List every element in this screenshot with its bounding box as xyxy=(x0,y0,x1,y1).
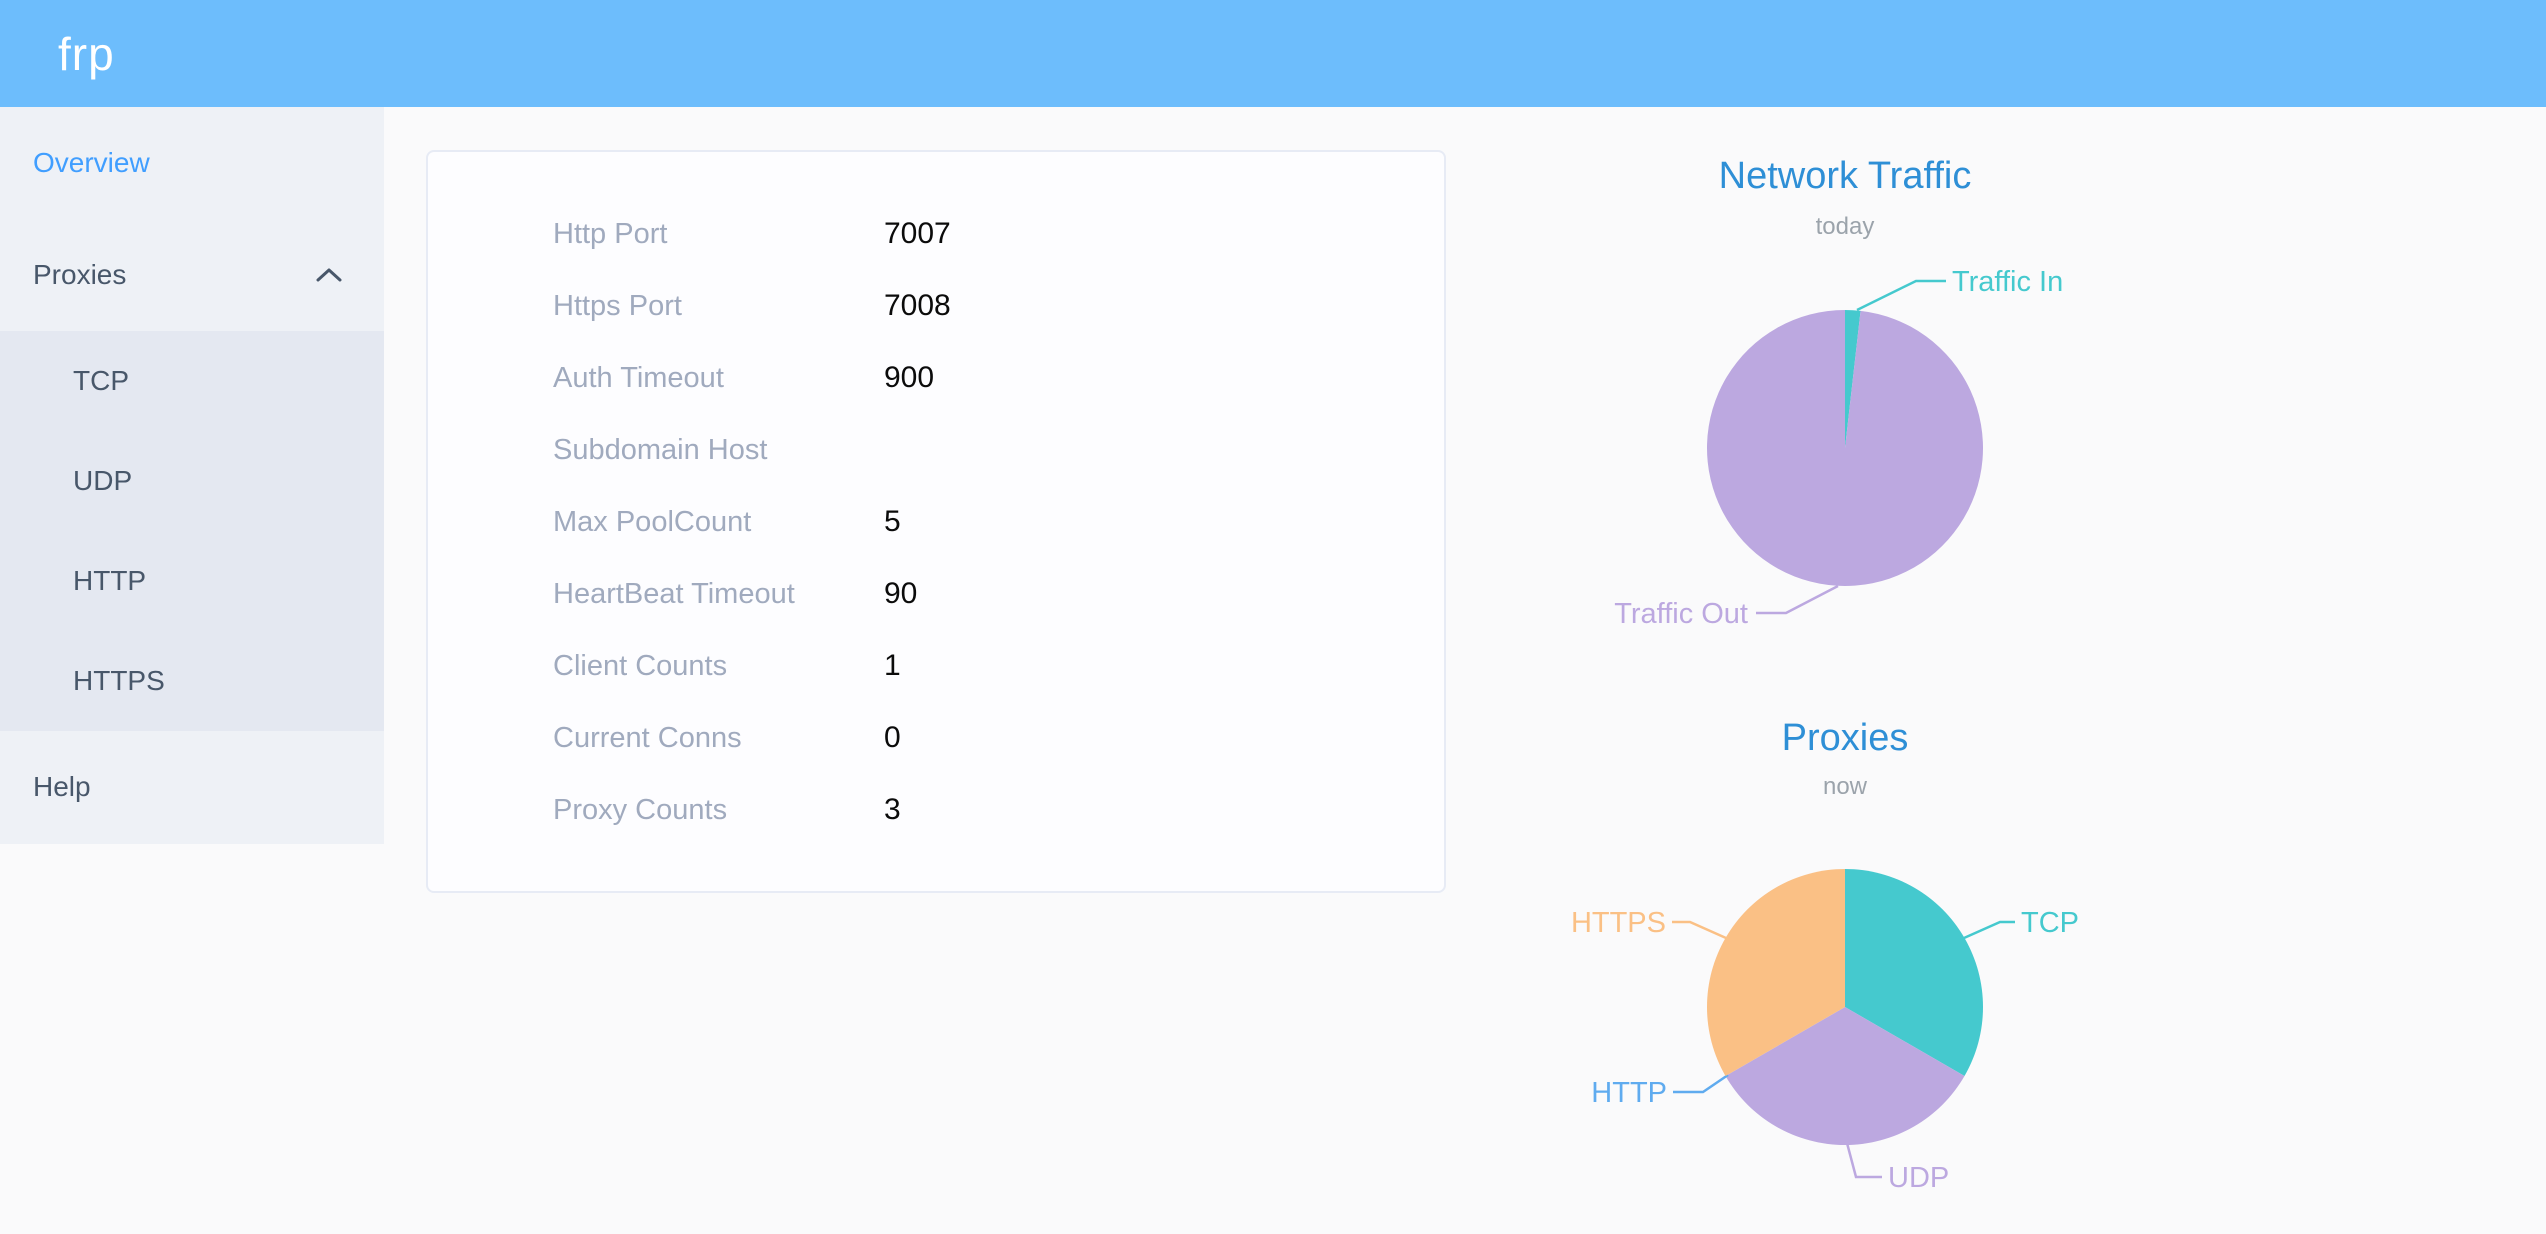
info-label: Current Conns xyxy=(553,721,742,754)
pie-label-line-https xyxy=(1672,920,1727,940)
pie-slice-traffic-out[interactable] xyxy=(1707,310,1983,586)
proxies-pie: TCP UDP HTTP HTTPS xyxy=(1571,869,2079,1194)
chart-subtitle: today xyxy=(1816,213,1875,240)
app-header: frp xyxy=(0,0,2546,107)
info-label: Http Port xyxy=(553,217,668,250)
network-traffic-pie: Traffic In Traffic Out xyxy=(1614,266,2063,630)
info-row-auth-timeout: Auth Timeout 900 xyxy=(428,342,1444,414)
pie-label-traffic-out: Traffic Out xyxy=(1614,598,1748,630)
sidebar-item-help-label: Help xyxy=(33,771,91,802)
pie-label-udp: UDP xyxy=(1888,1162,1949,1194)
sidebar-item-tcp-label: TCP xyxy=(73,365,129,396)
proxies-submenu: TCP UDP HTTP HTTPS xyxy=(0,331,384,731)
info-row-max-poolcount: Max PoolCount 5 xyxy=(428,486,1444,558)
sidebar-item-https[interactable]: HTTPS xyxy=(0,631,384,731)
info-label: Max PoolCount xyxy=(553,505,752,538)
pie-label-traffic-in: Traffic In xyxy=(1952,266,2063,298)
info-row-client-counts: Client Counts 1 xyxy=(428,630,1444,702)
proxies-chart: Proxies now TCP UDP HTTP HTTPS xyxy=(1571,717,2079,1194)
sidebar-item-tcp[interactable]: TCP xyxy=(0,331,384,431)
info-row-https-port: Https Port 7008 xyxy=(428,270,1444,342)
info-value: 7007 xyxy=(884,217,951,250)
sidebar-item-help[interactable]: Help xyxy=(0,731,384,843)
info-value: 900 xyxy=(884,361,935,394)
chart-subtitle: now xyxy=(1823,773,1868,800)
chevron-up-icon xyxy=(316,267,342,283)
pie-slice-tcp[interactable] xyxy=(1845,869,1983,1076)
info-value: 90 xyxy=(884,577,918,610)
info-label: Auth Timeout xyxy=(553,361,724,394)
info-label: Subdomain Host xyxy=(553,433,768,466)
sidebar-item-proxies[interactable]: Proxies xyxy=(0,219,384,331)
info-label: Https Port xyxy=(553,289,682,322)
pie-slice-https[interactable] xyxy=(1707,869,1845,1076)
sidebar-item-overview[interactable]: Overview xyxy=(0,107,384,219)
pie-slice-traffic-in[interactable] xyxy=(1845,310,1861,448)
info-row-http-port: Http Port 7007 xyxy=(428,198,1444,270)
pie-label-line-udp xyxy=(1845,1142,1882,1179)
sidebar-item-http[interactable]: HTTP xyxy=(0,531,384,631)
sidebar-item-https-label: HTTPS xyxy=(73,665,165,696)
network-traffic-chart: Network Traffic today Traffic InTraffic … xyxy=(1614,155,2063,630)
sidebar: Overview Proxies TCP UDP HTTP HTTPS Help xyxy=(0,107,384,844)
server-info-rows: Http Port 7007 Https Port 7008 Auth Time… xyxy=(428,152,1444,846)
sidebar-item-http-label: HTTP xyxy=(73,565,147,596)
app-logo: frp xyxy=(58,27,115,80)
chart-title: Network Traffic xyxy=(1719,155,1972,197)
pie-slice-udp[interactable] xyxy=(1725,1007,1965,1145)
chart-title: Proxies xyxy=(1782,717,1909,759)
info-row-current-conns: Current Conns 0 xyxy=(428,702,1444,774)
info-value: 3 xyxy=(884,793,901,826)
pie-label-http: HTTP xyxy=(1591,1077,1667,1109)
sidebar-item-udp[interactable]: UDP xyxy=(0,431,384,531)
sidebar-item-udp-label: UDP xyxy=(73,465,133,496)
sidebar-item-overview-label: Overview xyxy=(33,147,150,178)
pie-label-line-traffic-out xyxy=(1756,584,1839,615)
info-row-proxy-counts: Proxy Counts 3 xyxy=(428,774,1444,846)
info-label: Client Counts xyxy=(553,649,728,682)
info-value: 1 xyxy=(884,649,901,682)
info-row-subdomain-host: Subdomain Host xyxy=(428,414,1444,486)
info-label: HeartBeat Timeout xyxy=(553,577,795,610)
info-value: 0 xyxy=(884,721,901,754)
pie-label-tcp: TCP xyxy=(2021,907,2079,939)
info-value: 7008 xyxy=(884,289,951,322)
server-info-card: Http Port 7007 Https Port 7008 Auth Time… xyxy=(426,150,1446,893)
info-value: 5 xyxy=(884,505,901,538)
pie-label-https: HTTPS xyxy=(1571,907,1666,939)
info-row-heartbeat-timeout: HeartBeat Timeout 90 xyxy=(428,558,1444,630)
pie-label-line-traffic-in xyxy=(1856,279,1946,312)
pie-label-line-http xyxy=(1673,1073,1729,1094)
sidebar-item-proxies-label: Proxies xyxy=(33,259,127,290)
info-label: Proxy Counts xyxy=(553,793,728,826)
pie-label-line-tcp xyxy=(1963,920,2015,940)
